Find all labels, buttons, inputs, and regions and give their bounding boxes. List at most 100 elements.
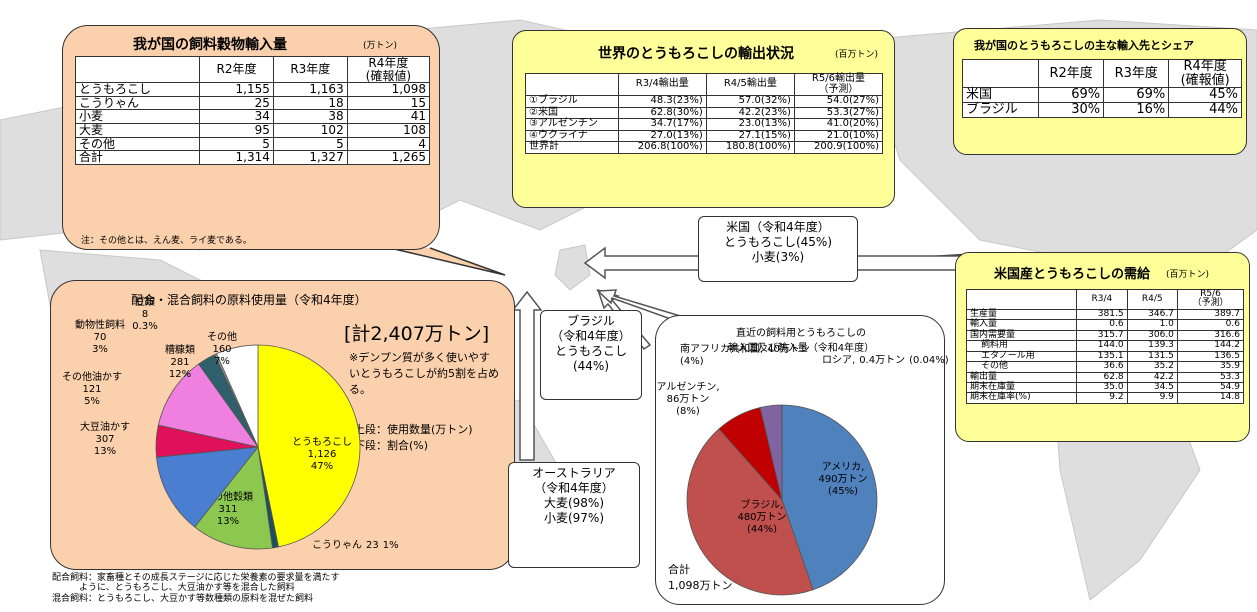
import-box: 我が国の飼料穀物輸入量 (万トン) R2年度 R3年度 R4年度 (確報値) とうもろ… [62, 25, 440, 250]
cell: 21.0(10%) [793, 129, 884, 142]
header-cell [74, 55, 201, 84]
title: 米国産とうもろこしの需給 [994, 267, 1151, 282]
label-part: その他 [207, 330, 237, 343]
footnote: 配合飼料：家畜種とその成長ステージに応じた栄養素の要求量を満たす ように、とうも… [52, 573, 340, 604]
slice-label: 12% [169, 369, 191, 380]
row: ①ブラジル 48.3(23%) 57.0(32%) 54.0(27%) [525, 95, 884, 108]
label-part: 86万トン [667, 394, 710, 405]
row: 期末在庫率(%) 9.2 9.9 14.8 [965, 392, 1245, 404]
slice-label: 281 [170, 357, 189, 368]
label-part: 480万トン [737, 512, 786, 523]
label-part: 13% [217, 516, 239, 527]
slice-label: 311 [218, 504, 237, 515]
label-part: (4%) [680, 356, 704, 367]
header-cell: R3年度 [1103, 58, 1170, 89]
row-label: 合計 [74, 150, 201, 165]
slice-label: アルゼンチン, [656, 381, 719, 393]
label-part: 47% [311, 461, 333, 472]
total: 合計 1,098万トン [668, 563, 733, 592]
row: その他 36.6 35.2 35.9 [965, 361, 1245, 373]
slice-label: 70 [94, 332, 107, 343]
cell: 27.0(13%) [617, 129, 707, 142]
cell: 1,265 [346, 150, 431, 165]
label-part: 13% [94, 446, 116, 457]
arrow-label: オーストラリア （令和4年度） 大麦(98%) 小麦(97%) [508, 462, 640, 568]
slice-label: 南アフリカ共和国, 40万トン [680, 342, 810, 355]
label-part: 160 [212, 344, 231, 355]
unit: (百万トン) [1166, 270, 1210, 280]
pie-slice [686, 428, 814, 596]
pie-slice [156, 446, 259, 528]
cell: 200.9(100%) [793, 141, 884, 154]
pie-slice [216, 344, 259, 448]
cell: 9.9 [1126, 392, 1178, 404]
pie-slice [157, 363, 259, 448]
row-label: こうりゃん [74, 95, 201, 111]
slice-label: 豆類 [135, 296, 155, 308]
slice-label: 8 [142, 309, 148, 320]
japan [554, 244, 591, 291]
title: 我が国の飼料穀物輸入量 [133, 37, 287, 53]
header-cell: R2年度 [1038, 58, 1105, 89]
table: R3/4輸出量 R4/5輸出量 R5/6輸出量 （予測） ①ブラジル 48.3(23%)… [525, 73, 884, 154]
label-part: アルゼンチン, [656, 381, 719, 393]
slice-label: 7% [214, 356, 230, 367]
header-cell: R4年度 (確報値) [1168, 58, 1242, 89]
row: 輸出量 62.8 42.2 53.3 [965, 371, 1245, 383]
label-part: 3% [92, 344, 108, 355]
label-part: 490万トン [818, 474, 867, 485]
slice-label: こうりゃん 23 1% [312, 539, 399, 551]
arrow-label: 米国（令和4年度） とうもろこし(45%) 小麦(3%) [698, 216, 858, 282]
header-cell: R4年度 (確報値) [346, 55, 431, 84]
row-label: とうもろこし [74, 82, 201, 97]
row-label: ブラジル [961, 101, 1040, 118]
title: 配合・混合飼料の原料使用量（令和4年度） [131, 293, 367, 307]
slice-label: (8%) [676, 406, 700, 417]
label-part: 1% [383, 540, 399, 551]
cell: 206.8(100%) [617, 141, 707, 154]
row: 大麦 95 102 108 [74, 122, 431, 138]
unit: (万トン) [363, 41, 398, 51]
slice-label: その他 [207, 330, 237, 343]
label-part: 動物性飼料 [75, 318, 125, 331]
slice-label: (44%) [747, 524, 777, 535]
cell: 14.8 [1176, 392, 1245, 404]
header-row: R3/4輸出量 R4/5輸出量 R5/6輸出量 （予測） [525, 73, 884, 96]
row: ③アルゼンチン 34.7(17%) 23.0(13%) 41.0(20%) [525, 118, 884, 131]
label-part: (0.04%) [909, 355, 949, 366]
table: R2年度 R3年度 R4年度 (確報値) 米国 69% 69% 45% ブラジル 30% 16% 4… [961, 58, 1242, 118]
header-cell: R5/6輸出量 （予測） [793, 73, 884, 96]
cell: 69% [1103, 87, 1170, 103]
label-part: ロシア, [822, 355, 855, 366]
legend-note: 上段：使用数量(万トン) 下段：割合(%) [354, 423, 473, 452]
label-part: 糟糠類 [165, 343, 195, 356]
label-part: 7% [214, 356, 230, 367]
slice-label: 121 [82, 384, 101, 395]
label-part: 311 [218, 504, 237, 515]
slice-label: とうもろこし [292, 436, 352, 448]
slice-label: ロシア, 0.4万トン (0.04%) [822, 355, 949, 366]
label-part: 1,126 [308, 449, 337, 460]
slice-label: 5% [84, 396, 100, 407]
slice-label: その他油かす [62, 370, 122, 383]
cell: 1,327 [272, 150, 348, 165]
slice-label: 大豆油かす [80, 420, 130, 433]
arrow [511, 290, 543, 461]
total: [計2,407万トン] [344, 323, 490, 345]
slice-label: 0.3% [132, 321, 157, 332]
label-part: 281 [170, 357, 189, 368]
slice-label: 160 [212, 344, 231, 355]
pie-slice [257, 344, 361, 548]
slice-label: ブラジル, [741, 498, 784, 511]
label-part: とうもろこし [292, 436, 352, 448]
label-part: 豆類 [135, 296, 155, 308]
cell: 34.7(17%) [617, 118, 707, 131]
label-part: その他油かす [62, 370, 122, 383]
cell: 16% [1103, 101, 1170, 118]
label-part: (45%) [828, 486, 858, 497]
slice-label: 307 [95, 434, 114, 445]
cell: 180.8(100%) [705, 141, 795, 154]
unit: (百万トン) [835, 50, 879, 60]
supply-box: 米国産とうもろこしの需給 (百万トン) R3/4 R4/5 R5/6 （予測） 生産量… [955, 252, 1250, 442]
